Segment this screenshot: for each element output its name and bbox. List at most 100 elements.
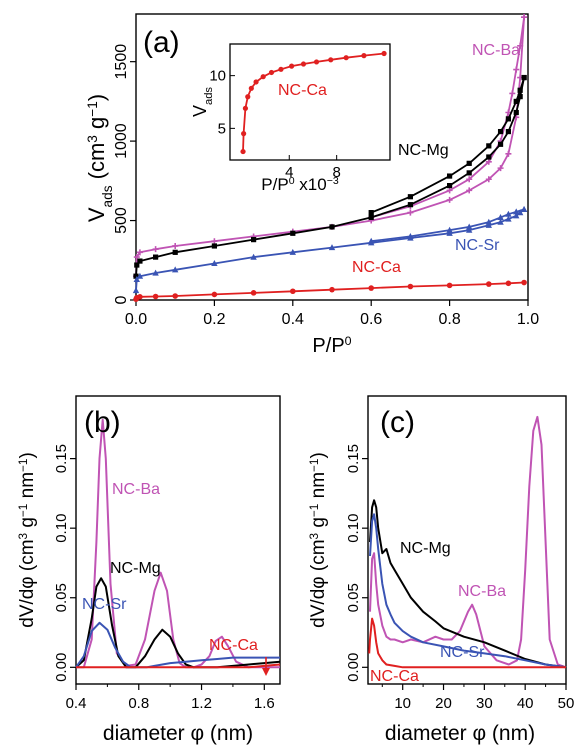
data-point-nc-sr [172,266,179,273]
inset-data-point-nc-ca [313,59,320,65]
x-axis-label-a: P/P0 [312,334,351,357]
series-label-nc-ca: NC-Ca [370,668,419,685]
data-point-nc-sr [446,226,453,233]
data-point-nc-mg [251,237,257,243]
panel-b-frame [75,395,281,685]
data-point-nc-ca [290,288,296,295]
inset-data-point-nc-ca [253,79,259,85]
inset-x-tick-label: 8 [332,164,340,181]
data-point-nc-mg [505,116,511,122]
data-point-nc-ba [136,249,143,256]
y-tick-label: 0.00 [345,653,362,682]
y-tick-label: 0.00 [53,653,70,682]
data-point-nc-sr [466,223,473,230]
series-label-nc-ba: NC-Ba [458,583,506,600]
inset-data-point-nc-ca [328,57,334,63]
y-tick-label: 0.15 [345,444,362,473]
y-tick-label: 1000 [113,123,130,159]
inset-data-point-nc-ca [278,66,284,72]
data-point-nc-ca [137,294,143,300]
data-point-nc-mg [407,194,413,200]
data-point-nc-mg [172,249,178,255]
series-label-nc-ca: NC-Ca [209,637,258,654]
series-label-nc-mg: NC-Mg [110,560,161,577]
series-label-nc-mg: NC-Mg [400,540,451,557]
inset-data-point-nc-ca [381,50,387,57]
data-point-nc-ba [172,242,179,249]
data-point-nc-mg [486,154,492,160]
data-point-nc-ba [466,187,473,194]
x-tick-label: 0.2 [203,311,225,328]
data-point-nc-mg [486,143,492,149]
y-axis-label-b: dV/dφ (cm3 g−1 nm−1) [17,452,39,628]
series-label-nc-ca: NC-Ca [352,259,401,276]
panel-b: 0.4 0.8 1.2 1.6 0.00 0.05 0.10 0.15 (b) diameter … [17,395,281,745]
data-point-nc-ca [521,279,527,286]
y-tick-label: 0.10 [53,514,70,543]
annotation-arrowhead-nc-ca [262,668,270,676]
inset-series-line-nc-ca [242,52,385,152]
data-point-nc-mg [517,87,523,93]
x-tick-label: 0.0 [125,311,147,328]
panel-a: 0.0 0.2 0.4 0.6 0.8 1.0 0 500 1000 1500 (a) P/P0 Vad… [84,13,539,357]
data-point-nc-ba [133,254,140,261]
data-point-nc-ca [250,290,257,296]
x-tick-label: 1.6 [254,695,275,712]
data-point-nc-mg [368,210,374,216]
series-line-nc-ca [76,663,281,669]
data-point-nc-ca [211,291,218,298]
data-point-nc-sr [446,229,453,236]
data-point-nc-ca [172,293,178,299]
data-point-nc-sr [152,269,159,276]
data-point-nc-ba [485,176,492,183]
data-point-nc-ba [446,196,453,203]
x-tick-label: 1.0 [517,311,539,328]
series-line-nc-ca [368,617,566,669]
data-point-nc-ca [329,286,335,293]
x-tick-label: 20 [435,695,452,712]
data-point-nc-sr [485,221,492,228]
x-tick-label: 0.8 [438,311,460,328]
data-point-nc-mg [497,141,504,147]
inset-data-point-nc-ca [245,94,251,100]
data-point-nc-ba [152,246,159,253]
x-tick-label: 50 [558,695,575,712]
data-point-nc-ba [505,150,512,157]
data-point-nc-sr [250,253,257,260]
inset-series-label-nc-ca: NC-Ca [278,82,327,99]
data-point-nc-sr [520,206,528,213]
x-tick-label: 0.8 [128,695,149,712]
series-line-nc-mg-desorption [370,77,525,214]
data-point-nc-sr [368,237,375,244]
data-point-nc-sr [497,218,504,225]
y-tick-label: 0.10 [345,514,362,543]
data-point-nc-mg [211,243,217,249]
inset-y-tick-label: 10 [209,68,226,85]
data-point-nc-ca [152,293,159,300]
series-label-nc-sr: NC-Sr [440,644,485,661]
data-point-nc-mg [134,262,140,268]
data-point-nc-sr [505,210,512,217]
y-tick-label: 0 [113,295,130,304]
inset-y-axis-label: Vads [190,87,215,117]
panel-c: 10 20 30 40 50 0.00 0.05 0.10 0.15 (c) diameter φ … [308,395,575,745]
x-tick-label: 0.4 [66,695,87,712]
inset-data-point-nc-ca [242,105,249,111]
data-point-nc-ca [505,280,512,287]
data-point-nc-mg [153,254,159,260]
x-axis-label-b: diameter φ (nm) [103,722,253,745]
y-axis-label-c: dV/dφ (cm3 g−1 nm−1) [308,452,330,628]
data-point-nc-ba [466,176,473,183]
inset-data-point-nc-ca [300,61,307,67]
data-point-nc-ba [509,90,516,97]
data-point-nc-sr [485,218,492,225]
data-point-nc-ba [407,209,414,216]
data-point-nc-sr [513,212,520,219]
series-label-nc-sr: NC-Sr [455,237,500,254]
inset-data-point-nc-ca [248,85,254,91]
data-point-nc-mg [407,202,413,208]
inset-data-point-nc-ca [361,53,367,59]
y-tick-label: 0.05 [53,583,70,612]
x-axis-label-c: diameter φ (nm) [385,722,535,745]
